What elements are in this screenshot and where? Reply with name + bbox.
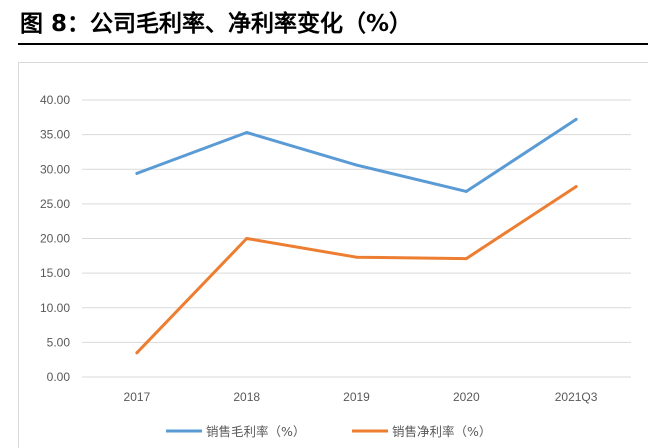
figure-title: 图 8：公司毛利率、净利率变化（%） xyxy=(20,11,413,37)
data-point xyxy=(464,189,468,193)
chart-frame xyxy=(18,62,648,448)
y-tick-label: 5.00 xyxy=(47,335,71,349)
legend-label-2: 销售净利率（%） xyxy=(392,424,491,439)
y-tick-label: 25.00 xyxy=(40,197,70,211)
x-axis-ticks: 2017 2018 2019 2020 2021Q3 xyxy=(124,390,598,404)
x-tick-label: 2018 xyxy=(233,390,260,404)
data-point xyxy=(245,237,249,240)
series-line-1 xyxy=(135,117,578,193)
data-point xyxy=(355,255,358,259)
y-tick-label: 40.00 xyxy=(40,93,70,107)
y-tick-label: 30.00 xyxy=(40,162,70,176)
data-point xyxy=(574,117,578,121)
y-tick-label: 35.00 xyxy=(40,128,70,142)
title-divider xyxy=(18,43,648,45)
gridlines xyxy=(82,99,631,378)
x-tick-label: 2021Q3 xyxy=(555,390,598,404)
x-tick-label: 2020 xyxy=(453,390,480,404)
y-tick-label: 20.00 xyxy=(40,232,70,246)
y-axis-ticks: 0.00 5.00 10.00 15.00 20.00 25.00 30.00 35.00 40… xyxy=(40,93,70,384)
y-tick-label: 15.00 xyxy=(40,266,70,280)
series-lines xyxy=(135,117,578,355)
data-point xyxy=(464,257,468,261)
data-point xyxy=(135,171,139,175)
legend: 销售毛利率（%） 销售净利率（%） xyxy=(166,424,491,439)
data-point xyxy=(135,351,139,355)
data-point xyxy=(245,131,249,135)
series-line-2 xyxy=(135,185,578,355)
y-tick-label: 0.00 xyxy=(47,370,71,384)
data-point xyxy=(574,185,578,189)
data-point xyxy=(355,163,358,167)
legend-label-1: 销售毛利率（%） xyxy=(206,424,305,439)
x-tick-label: 2017 xyxy=(124,390,151,404)
x-tick-label: 2019 xyxy=(343,390,370,404)
y-tick-label: 10.00 xyxy=(40,301,70,315)
